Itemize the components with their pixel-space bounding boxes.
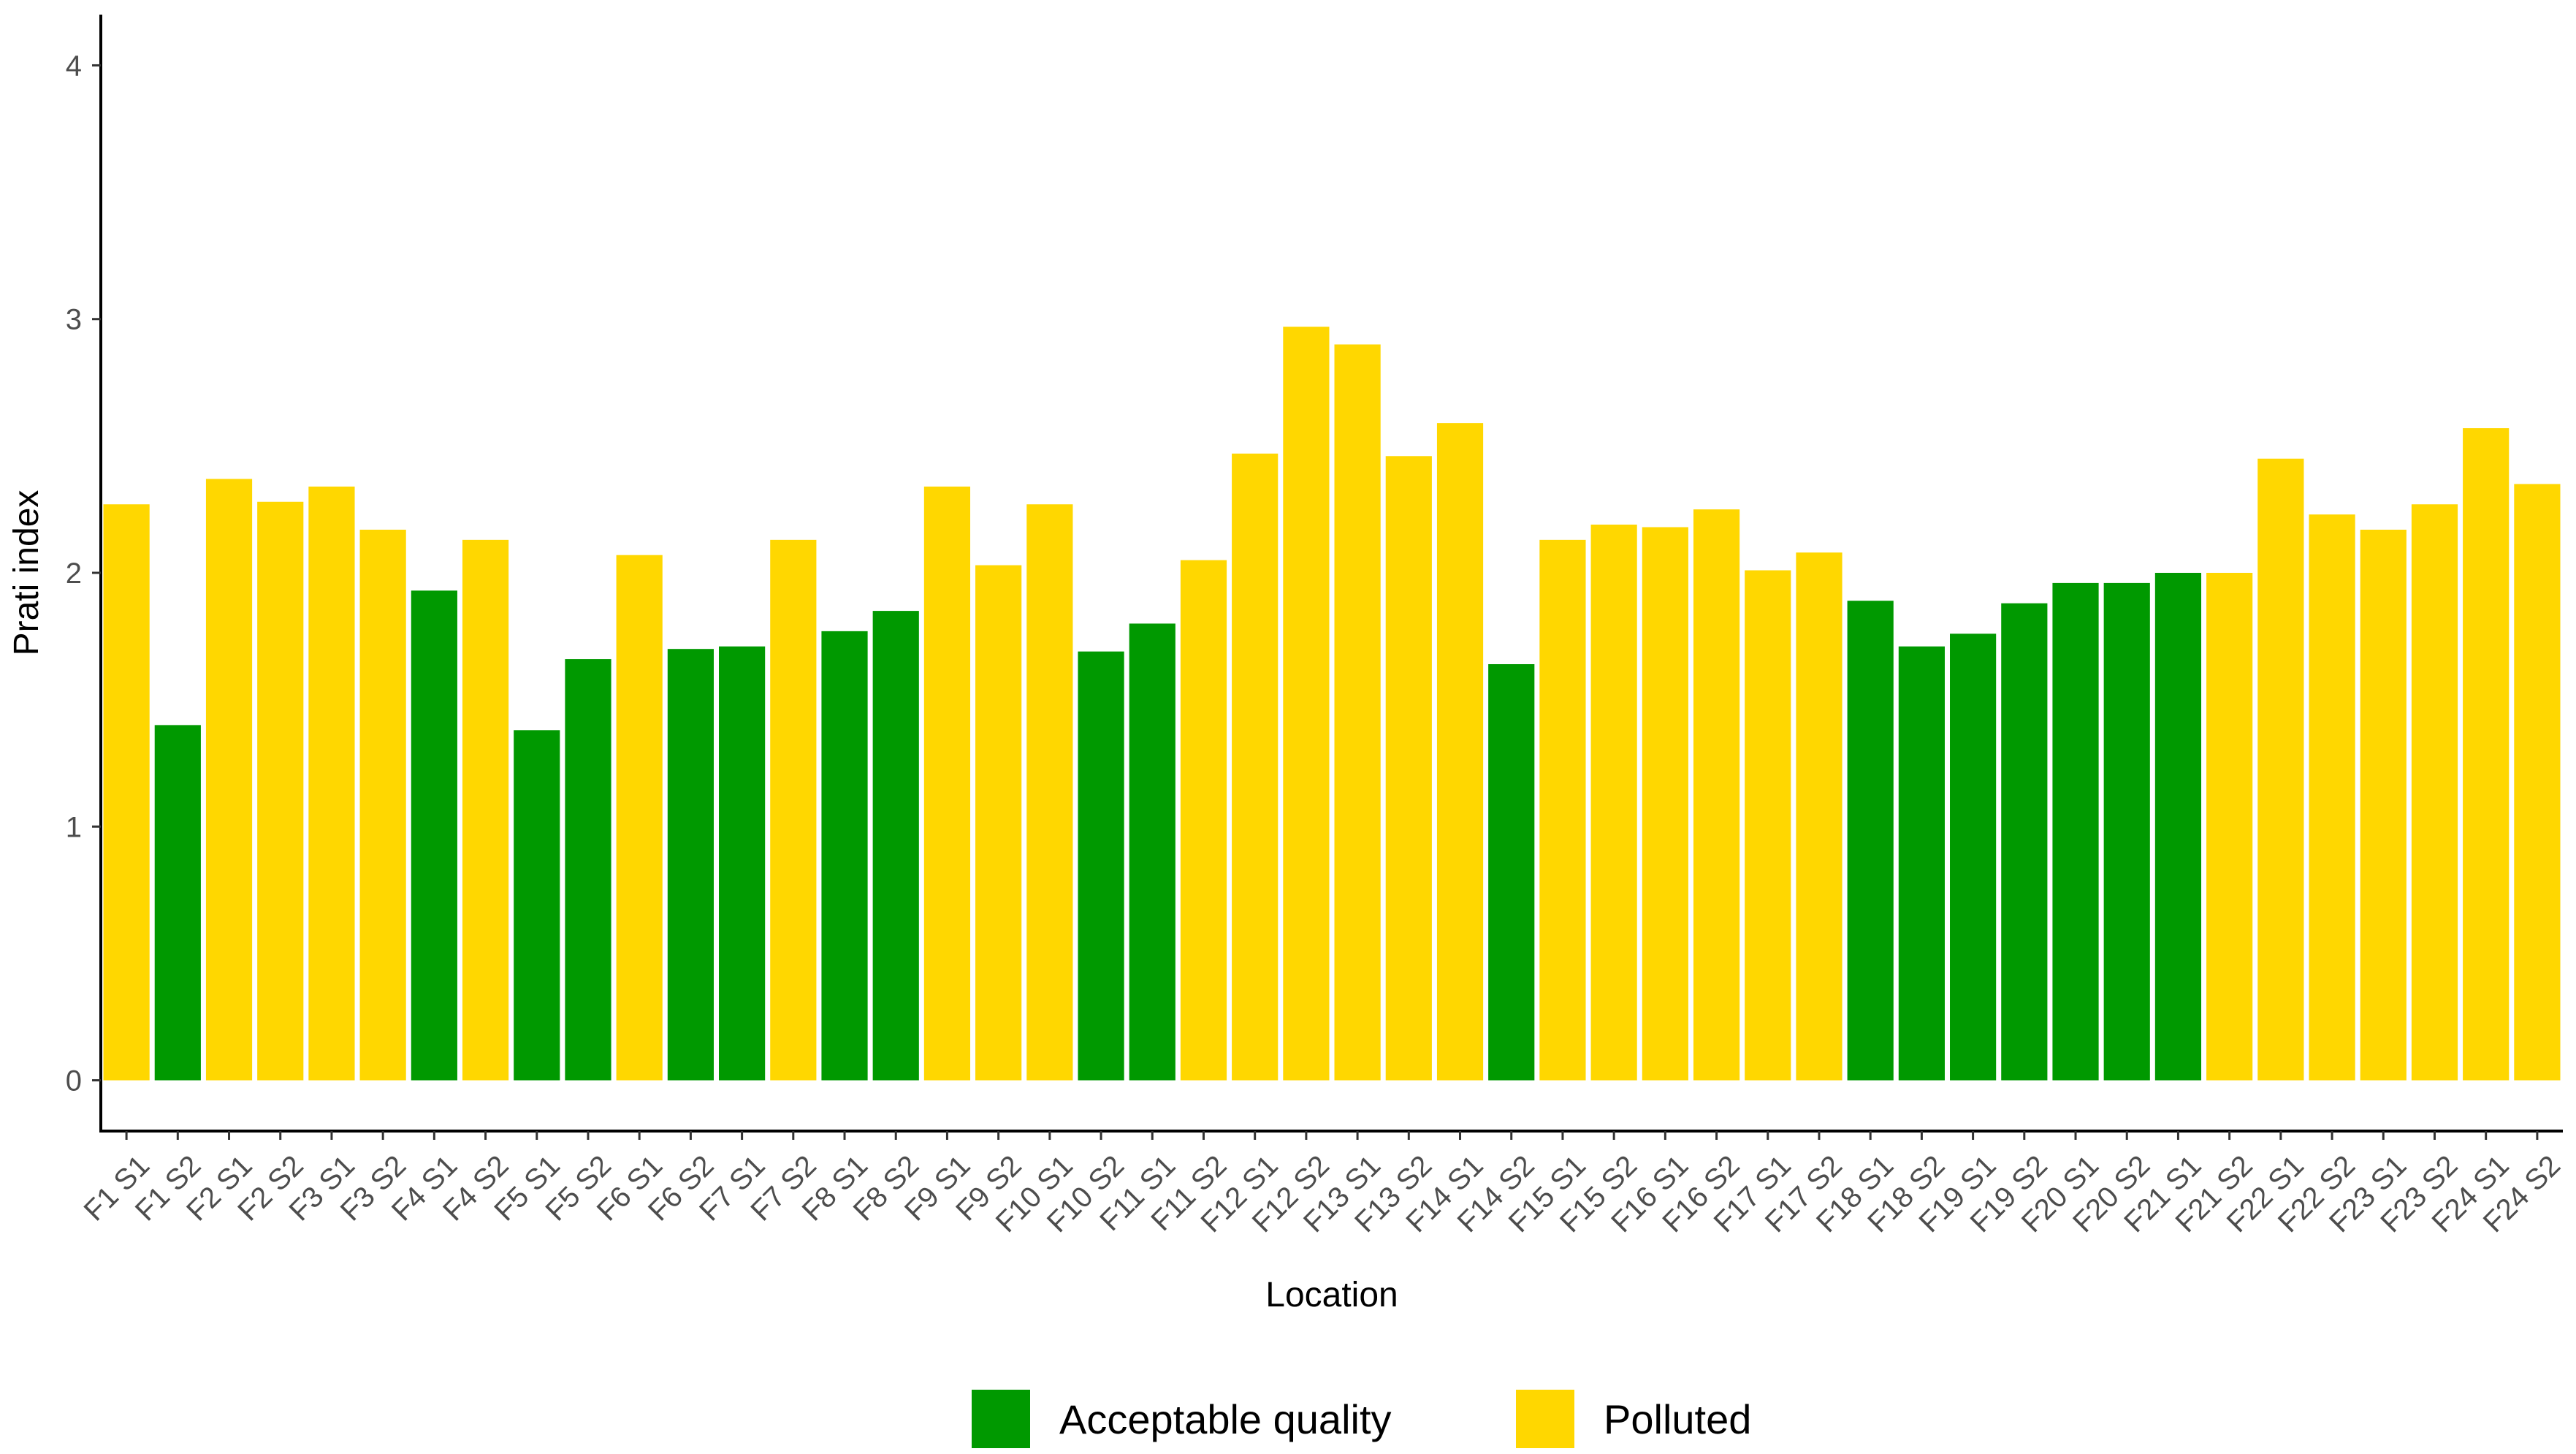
bar-f6-s1: [616, 555, 663, 1081]
bar-f17-s2: [1796, 552, 1843, 1081]
bar-f7-s2: [770, 539, 817, 1081]
legend: Acceptable quality Polluted: [972, 1390, 1751, 1448]
bar-f3-s1: [308, 486, 355, 1081]
bar-f24-s2: [2514, 484, 2561, 1081]
bar-f2-s2: [257, 501, 304, 1081]
bar-f19-s1: [1950, 633, 1997, 1081]
bar-f11-s1: [1129, 623, 1175, 1081]
bar-f5-s1: [514, 730, 560, 1081]
bar-f21-s2: [2206, 573, 2253, 1081]
bar-f13-s1: [1334, 344, 1381, 1081]
bar-f23-s2: [2411, 504, 2458, 1081]
legend-label: Acceptable quality: [1059, 1396, 1392, 1442]
bar-f22-s2: [2309, 514, 2355, 1081]
bar-f23-s1: [2360, 529, 2407, 1081]
bar-f4-s2: [462, 539, 509, 1081]
bar-f16-s2: [1693, 509, 1740, 1081]
bar-f10-s1: [1026, 504, 1073, 1081]
bar-f21-s1: [2154, 573, 2202, 1081]
bar-f11-s2: [1180, 560, 1227, 1081]
bar-f1-s1: [103, 504, 150, 1081]
y-tick-label: 3: [66, 304, 82, 336]
y-tick-label: 4: [66, 50, 82, 82]
bar-f14-s2: [1488, 664, 1535, 1081]
bar-f9-s1: [923, 486, 971, 1081]
bar-f13-s2: [1385, 456, 1432, 1081]
y-axis-title: Prati index: [7, 490, 46, 656]
bar-f1-s2: [154, 725, 201, 1081]
bar-f14-s1: [1436, 423, 1484, 1081]
bar-f17-s1: [1745, 570, 1791, 1081]
y-tick-label: 0: [66, 1065, 82, 1097]
bar-f3-s2: [359, 529, 406, 1081]
legend-label: Polluted: [1604, 1396, 1751, 1442]
bar-f20-s1: [2052, 582, 2099, 1081]
bar-f24-s1: [2463, 428, 2510, 1081]
bars-group: [103, 327, 2561, 1081]
bar-f9-s2: [975, 565, 1022, 1081]
x-axis-title: Location: [1265, 1276, 1398, 1314]
legend-swatch-acceptable-quality: [972, 1390, 1030, 1448]
y-tick-label: 2: [66, 557, 82, 590]
bar-f22-s1: [2257, 458, 2304, 1081]
bar-f18-s1: [1847, 601, 1894, 1081]
legend-swatch-polluted: [1516, 1390, 1574, 1448]
bar-f10-s2: [1078, 651, 1124, 1081]
bar-f12-s2: [1283, 327, 1330, 1081]
y-tick-label: 1: [66, 811, 82, 843]
bar-f5-s2: [565, 659, 611, 1081]
bar-f8-s1: [821, 631, 868, 1081]
bar-f8-s2: [872, 611, 919, 1081]
y-ticks-group: 0 1 2 3 4: [66, 50, 101, 1097]
bar-f15-s2: [1590, 525, 1637, 1081]
bar-f18-s2: [1898, 646, 1945, 1081]
bar-f4-s1: [411, 590, 457, 1081]
bar-f12-s1: [1232, 453, 1279, 1081]
bar-f19-s2: [2001, 603, 2048, 1081]
bar-f6-s2: [667, 649, 714, 1081]
bar-f7-s1: [719, 646, 766, 1081]
bar-f15-s1: [1539, 539, 1586, 1081]
bar-f20-s2: [2103, 582, 2150, 1081]
bar-f2-s1: [205, 479, 253, 1081]
bar-f16-s1: [1642, 527, 1688, 1081]
